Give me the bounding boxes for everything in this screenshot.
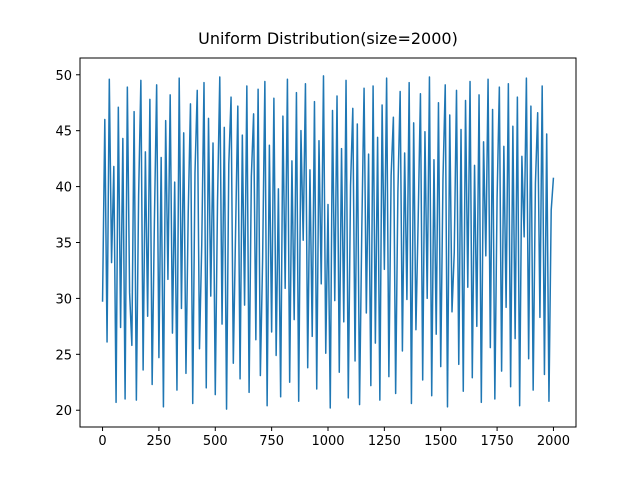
y-tick-label: 45 <box>55 125 72 140</box>
x-tick-label: 1000 <box>311 434 344 449</box>
y-tick-label: 40 <box>55 181 72 196</box>
x-tick-label: 2000 <box>537 434 570 449</box>
chart-title: Uniform Distribution(size=2000) <box>198 29 458 48</box>
y-tick-label: 35 <box>55 237 72 252</box>
x-tick-label: 750 <box>259 434 284 449</box>
x-tick-label: 500 <box>203 434 228 449</box>
x-tick-label: 1500 <box>424 434 457 449</box>
y-tick-label: 25 <box>55 348 72 363</box>
data-line <box>101 75 555 410</box>
x-tick-label: 1750 <box>481 434 514 449</box>
y-tick-label: 50 <box>55 69 72 84</box>
x-tick-label: 1250 <box>368 434 401 449</box>
y-tick-label: 30 <box>55 292 72 307</box>
x-tick-label: 0 <box>98 434 106 449</box>
y-tick-label: 20 <box>55 404 72 419</box>
x-tick-label: 250 <box>146 434 171 449</box>
